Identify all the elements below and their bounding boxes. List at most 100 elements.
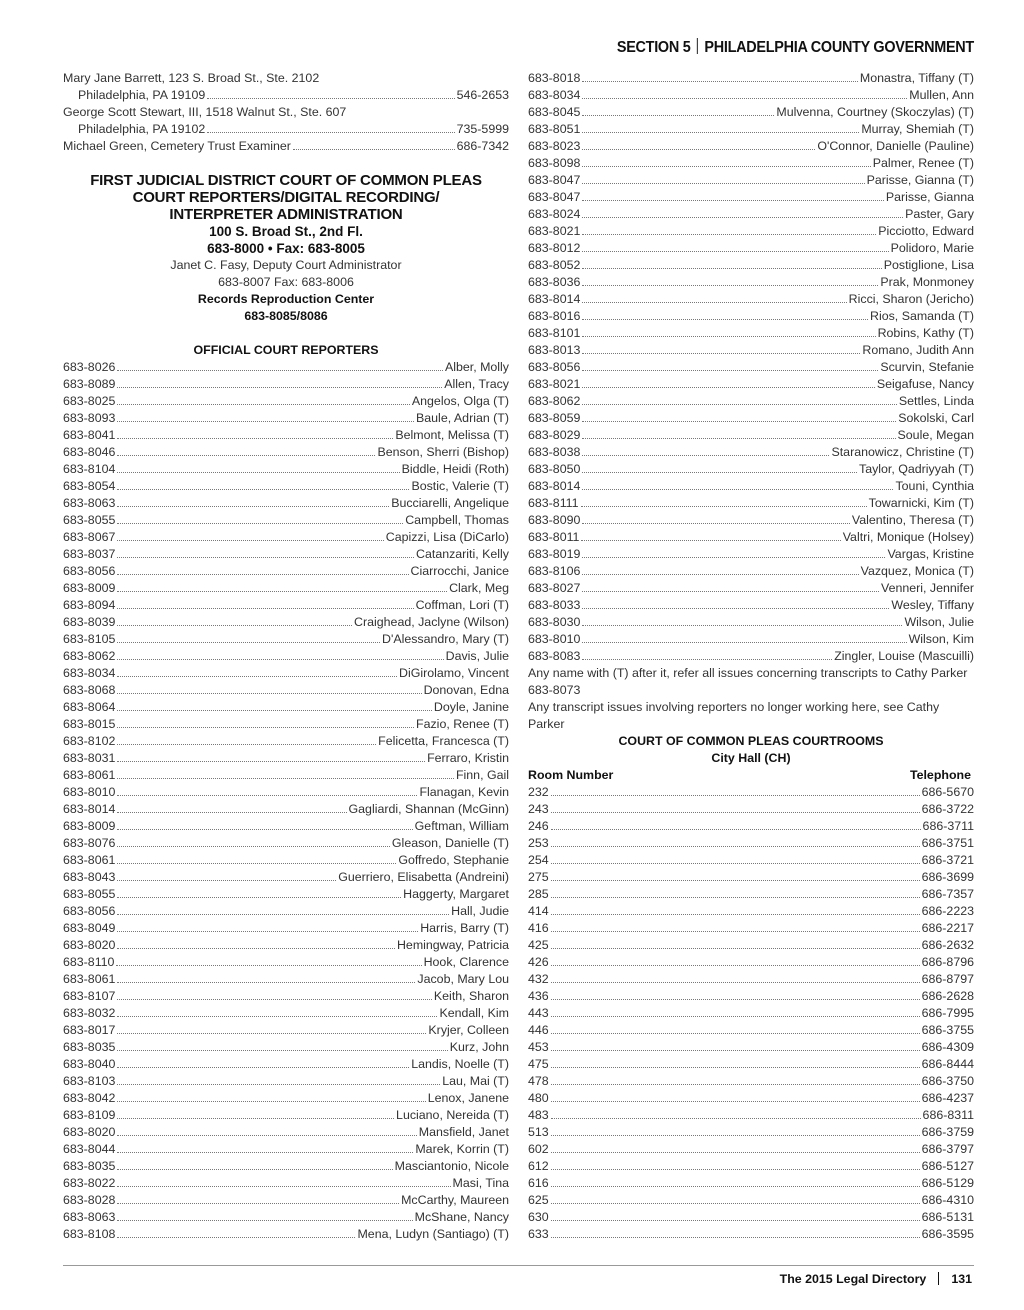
courtroom-row: 432 686-8797 (528, 971, 974, 988)
reporter-row: 683-8039 Craighead, Jaclyne (Wilson) (63, 614, 509, 631)
reporter-name: Felicetta, Francesca (T) (378, 734, 509, 748)
reporter-row: 683-8059 Sokolski, Carl (528, 410, 974, 427)
reporter-row: 683-8031 Ferraro, Kristin (63, 750, 509, 767)
courtroom-row: 483 686-8311 (528, 1107, 974, 1124)
reporter-name: Masi, Tina (452, 1176, 509, 1190)
room-phone: 686-2632 (921, 938, 974, 952)
courtroom-row: 425 686-2632 (528, 937, 974, 954)
reporter-row: 683-8025 Angelos, Olga (T) (63, 393, 509, 410)
room-number: 432 (528, 972, 549, 986)
dot-leader (550, 852, 920, 864)
courtroom-row: 453 686-4309 (528, 1039, 974, 1056)
room-phone: 686-3699 (921, 870, 974, 884)
reporter-row: 683-8101 Robins, Kathy (T) (528, 325, 974, 342)
reporter-row: 683-8061 Finn, Gail (63, 767, 509, 784)
reporter-row: 683-8010 Flanagan, Kevin (63, 784, 509, 801)
courtroom-row: 285 686-7357 (528, 886, 974, 903)
dot-leader (550, 1209, 920, 1221)
room-number: 480 (528, 1091, 549, 1105)
reporter-row: 683-8050 Taylor, Qadriyyah (T) (528, 461, 974, 478)
reporter-row: 683-8014 Ricci, Sharon (Jericho) (528, 291, 974, 308)
dot-leader (117, 478, 410, 490)
section-number: SECTION 5 (616, 39, 691, 56)
reporter-phone: 683-8090 (528, 513, 581, 527)
reporter-phone: 683-8014 (528, 292, 581, 306)
room-phone: 686-3750 (921, 1074, 974, 1088)
room-number: 436 (528, 989, 549, 1003)
reporter-phone: 683-8055 (63, 513, 116, 527)
reporter-phone: 683-8061 (63, 768, 116, 782)
reporter-row: 683-8056 Scurvin, Stefanie (528, 359, 974, 376)
dot-leader (117, 597, 414, 609)
room-phone: 686-3751 (921, 836, 974, 850)
reporter-name: Zingler, Louise (Mascuilli) (834, 649, 974, 663)
reporter-phone: 683-8042 (63, 1091, 116, 1105)
reporter-row: 683-8023 O'Connor, Danielle (Pauline) (528, 138, 974, 155)
listing-row: Philadelphia, PA 19102 735-5999 (63, 121, 509, 138)
left-column: Mary Jane Barrett, 123 S. Broad St., Ste… (63, 70, 509, 1243)
reporter-name: Postiglione, Lisa (883, 258, 974, 272)
dot-leader (550, 1005, 920, 1017)
room-number: 425 (528, 938, 549, 952)
dot-leader (117, 920, 419, 932)
reporter-phone: 683-8012 (528, 241, 581, 255)
courtroom-row: 513 686-3759 (528, 1124, 974, 1141)
dot-leader (582, 444, 830, 456)
courtroom-row: 630 686-5131 (528, 1209, 974, 1226)
reporter-row: 683-8029 Soule, Megan (528, 427, 974, 444)
reporter-name: Campbell, Thomas (405, 513, 509, 527)
dot-leader (550, 1226, 920, 1238)
reporter-phone: 683-8068 (63, 683, 116, 697)
reporter-row: 683-8021 Picciotto, Edward (528, 223, 974, 240)
dot-leader (117, 580, 448, 592)
courtroom-row: 275 686-3699 (528, 869, 974, 886)
reporter-name: Mulvenna, Courtney (Skoczylas) (T) (776, 105, 974, 119)
reporter-name: Benson, Sherri (Bishop) (377, 445, 509, 459)
court-address: 100 S. Broad St., 2nd Fl. (209, 224, 363, 239)
dot-leader (550, 1175, 920, 1187)
reporter-name: Capizzi, Lisa (DiCarlo) (385, 530, 509, 544)
reporter-name: Paster, Gary (905, 207, 974, 221)
dot-leader (117, 359, 443, 371)
dot-leader (550, 954, 920, 966)
dot-leader (117, 1124, 417, 1136)
courtrooms-heading: COURT OF COMMON PLEAS COURTROOMS (618, 734, 884, 748)
reporter-phone: 683-8023 (528, 139, 581, 153)
dot-leader (582, 478, 894, 490)
room-number: 612 (528, 1159, 549, 1173)
room-phone: 686-7357 (921, 887, 974, 901)
reporter-name: Bostic, Valerie (T) (411, 479, 509, 493)
reporter-phone: 683-8035 (63, 1159, 116, 1173)
courtrooms-list: 232 686-5670 243 686-3722 246 686-3711 253 686-… (528, 784, 974, 1243)
dot-leader (117, 1141, 414, 1153)
reporter-row: 683-8052 Postiglione, Lisa (528, 257, 974, 274)
listing-phone: 686-7342 (456, 139, 509, 153)
dot-leader (117, 1090, 426, 1102)
reporter-phone: 683-8033 (528, 598, 581, 612)
dot-leader (117, 733, 377, 745)
dot-leader (582, 597, 890, 609)
room-number: 253 (528, 836, 549, 850)
reporter-row: 683-8009 Geftman, William (63, 818, 509, 835)
reporter-phone: 683-8063 (63, 1210, 116, 1224)
reporter-row: 683-8063 Bucciarelli, Angelique (63, 495, 509, 512)
reporter-row: 683-8035 Kurz, John (63, 1039, 509, 1056)
dot-leader (581, 529, 841, 541)
reporter-phone: 683-8049 (63, 921, 116, 935)
reporter-name: Parisse, Gianna (T) (866, 173, 974, 187)
dot-leader (582, 614, 903, 626)
reporter-phone: 683-8047 (528, 173, 581, 187)
dot-leader (117, 1192, 400, 1204)
reporter-name: Staranowicz, Christine (T) (831, 445, 974, 459)
reporter-phone: 683-8109 (63, 1108, 116, 1122)
reporter-row: 683-8016 Rios, Samanda (T) (528, 308, 974, 325)
dot-leader (550, 801, 920, 813)
reporter-phone: 683-8102 (63, 734, 116, 748)
reporter-phone: 683-8043 (63, 870, 116, 884)
room-phone: 686-4310 (921, 1193, 974, 1207)
room-phone: 686-4309 (921, 1040, 974, 1054)
reporter-row: 683-8111 Towarnicki, Kim (T) (528, 495, 974, 512)
reporter-name: Davis, Julie (445, 649, 509, 663)
section-header: SECTION 5 PHILADELPHIA COUNTY GOVERNMENT (617, 38, 974, 57)
dot-leader (117, 801, 347, 813)
